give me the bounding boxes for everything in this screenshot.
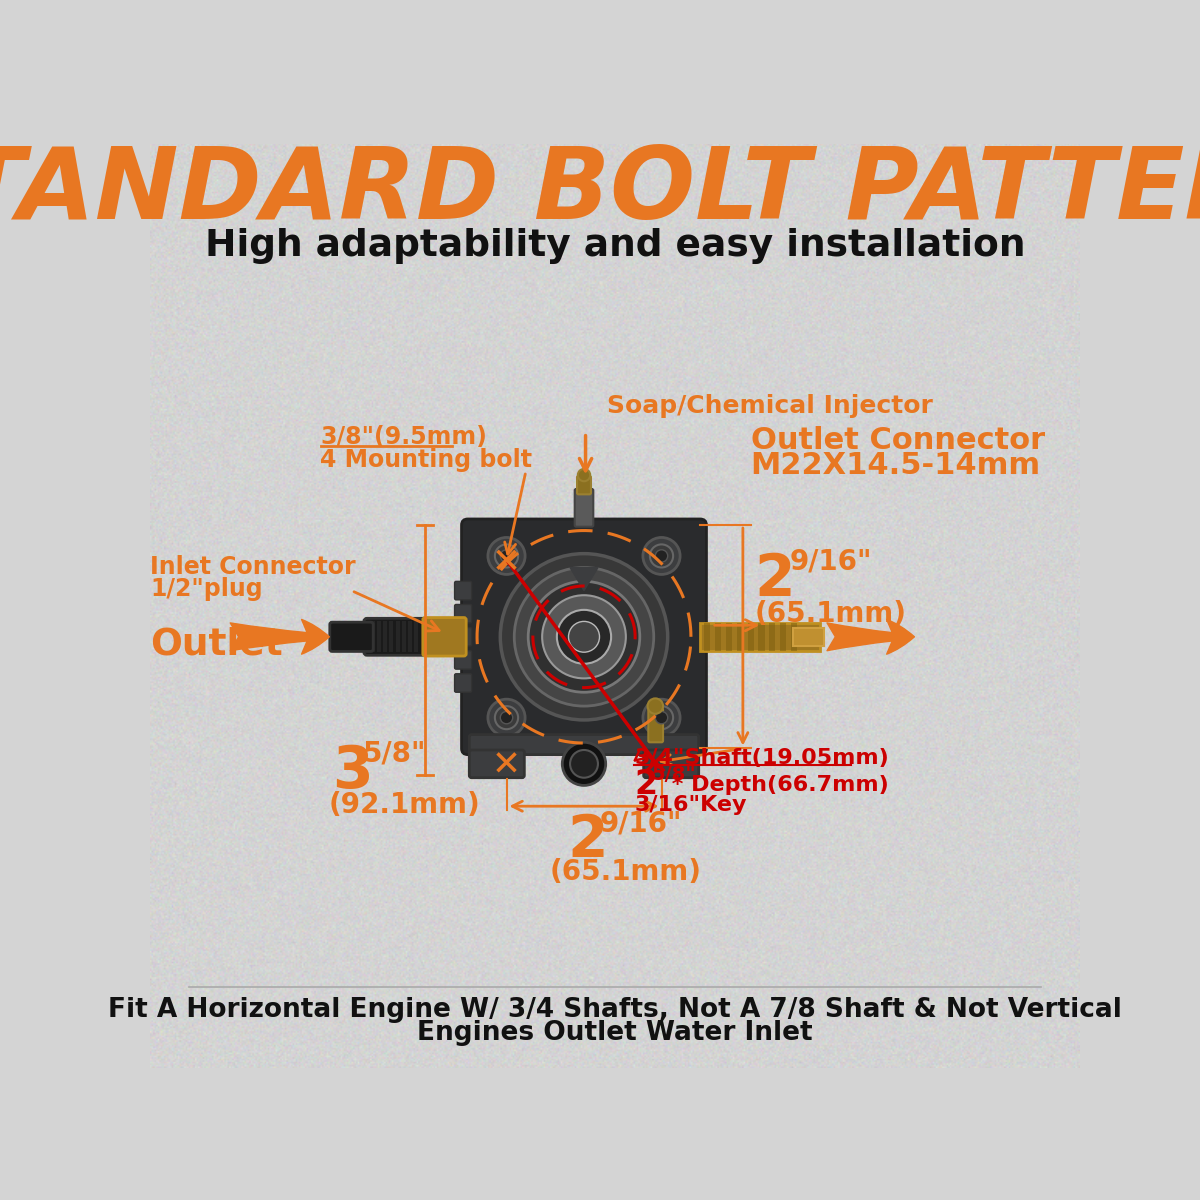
Text: (65.1mm): (65.1mm): [550, 858, 701, 886]
Text: 3/4"Shaft(19.05mm): 3/4"Shaft(19.05mm): [635, 748, 889, 768]
Text: 9/16": 9/16": [600, 809, 682, 838]
Text: High adaptability and easy installation: High adaptability and easy installation: [205, 228, 1025, 264]
Circle shape: [655, 712, 667, 724]
FancyBboxPatch shape: [364, 618, 432, 655]
FancyBboxPatch shape: [469, 734, 698, 755]
FancyBboxPatch shape: [455, 581, 472, 600]
Bar: [402, 622, 406, 653]
Bar: [408, 622, 412, 653]
Circle shape: [542, 595, 626, 678]
Circle shape: [515, 568, 654, 706]
Circle shape: [488, 700, 526, 736]
Bar: [758, 623, 764, 650]
Circle shape: [650, 545, 673, 568]
Text: 2: 2: [566, 812, 607, 869]
FancyBboxPatch shape: [462, 518, 707, 755]
Circle shape: [500, 712, 512, 724]
Bar: [715, 623, 721, 650]
Text: (65.1mm): (65.1mm): [755, 600, 906, 628]
FancyBboxPatch shape: [577, 476, 590, 494]
Bar: [769, 623, 775, 650]
FancyBboxPatch shape: [469, 750, 524, 778]
Circle shape: [500, 553, 667, 720]
Circle shape: [500, 550, 512, 562]
FancyBboxPatch shape: [455, 650, 472, 670]
Text: Outlet: Outlet: [150, 626, 283, 662]
FancyBboxPatch shape: [455, 605, 472, 623]
Text: * Depth(66.7mm): * Depth(66.7mm): [664, 775, 888, 794]
Circle shape: [578, 469, 590, 481]
FancyBboxPatch shape: [455, 673, 472, 692]
Text: 5/8": 5/8": [364, 740, 427, 768]
Bar: [793, 628, 824, 646]
Circle shape: [563, 743, 606, 786]
Text: 4 Mounting bolt: 4 Mounting bolt: [320, 448, 533, 472]
FancyBboxPatch shape: [422, 618, 466, 656]
Bar: [383, 622, 388, 653]
FancyBboxPatch shape: [455, 628, 472, 646]
Bar: [701, 623, 821, 650]
Text: 2: 2: [635, 768, 658, 802]
Bar: [748, 623, 754, 650]
Text: Outlet Connector: Outlet Connector: [751, 426, 1045, 455]
Circle shape: [557, 610, 611, 664]
Bar: [704, 623, 710, 650]
Text: Inlet Connector: Inlet Connector: [150, 556, 355, 580]
Text: Soap/Chemical Injector: Soap/Chemical Injector: [607, 394, 934, 418]
FancyBboxPatch shape: [648, 708, 664, 743]
Text: Fit A Horizontal Engine W/ 3/4 Shafts, Not A 7/8 Shaft & Not Vertical: Fit A Horizontal Engine W/ 3/4 Shafts, N…: [108, 997, 1122, 1024]
Bar: [726, 623, 732, 650]
Text: 9/16": 9/16": [790, 547, 872, 575]
Bar: [390, 622, 394, 653]
Text: 5/8": 5/8": [652, 766, 696, 784]
Text: 2: 2: [755, 551, 796, 607]
Circle shape: [570, 750, 598, 778]
Circle shape: [488, 538, 526, 575]
Bar: [414, 622, 418, 653]
Circle shape: [569, 622, 600, 653]
Bar: [396, 622, 400, 653]
Circle shape: [648, 698, 664, 714]
Circle shape: [650, 706, 673, 730]
Text: Engines Outlet Water Inlet: Engines Outlet Water Inlet: [418, 1020, 812, 1046]
Text: 3/16"Key: 3/16"Key: [635, 796, 746, 816]
Text: (92.1mm): (92.1mm): [329, 791, 480, 818]
Bar: [371, 622, 374, 653]
Bar: [377, 622, 380, 653]
Bar: [791, 623, 797, 650]
Circle shape: [528, 581, 640, 692]
Bar: [737, 623, 743, 650]
Text: STANDARD BOLT PATTERN: STANDARD BOLT PATTERN: [0, 143, 1200, 240]
Circle shape: [494, 545, 518, 568]
Text: 3/8"(9.5mm): 3/8"(9.5mm): [320, 425, 487, 449]
Circle shape: [494, 706, 518, 730]
FancyBboxPatch shape: [575, 488, 593, 527]
Text: 3: 3: [332, 743, 373, 800]
Polygon shape: [570, 568, 598, 590]
FancyBboxPatch shape: [330, 622, 373, 652]
Text: M22X14.5-14mm: M22X14.5-14mm: [751, 451, 1040, 480]
Text: 1/2"plug: 1/2"plug: [150, 577, 263, 601]
FancyBboxPatch shape: [643, 750, 698, 778]
Circle shape: [643, 700, 680, 736]
Circle shape: [655, 550, 667, 562]
Bar: [780, 623, 786, 650]
Circle shape: [643, 538, 680, 575]
